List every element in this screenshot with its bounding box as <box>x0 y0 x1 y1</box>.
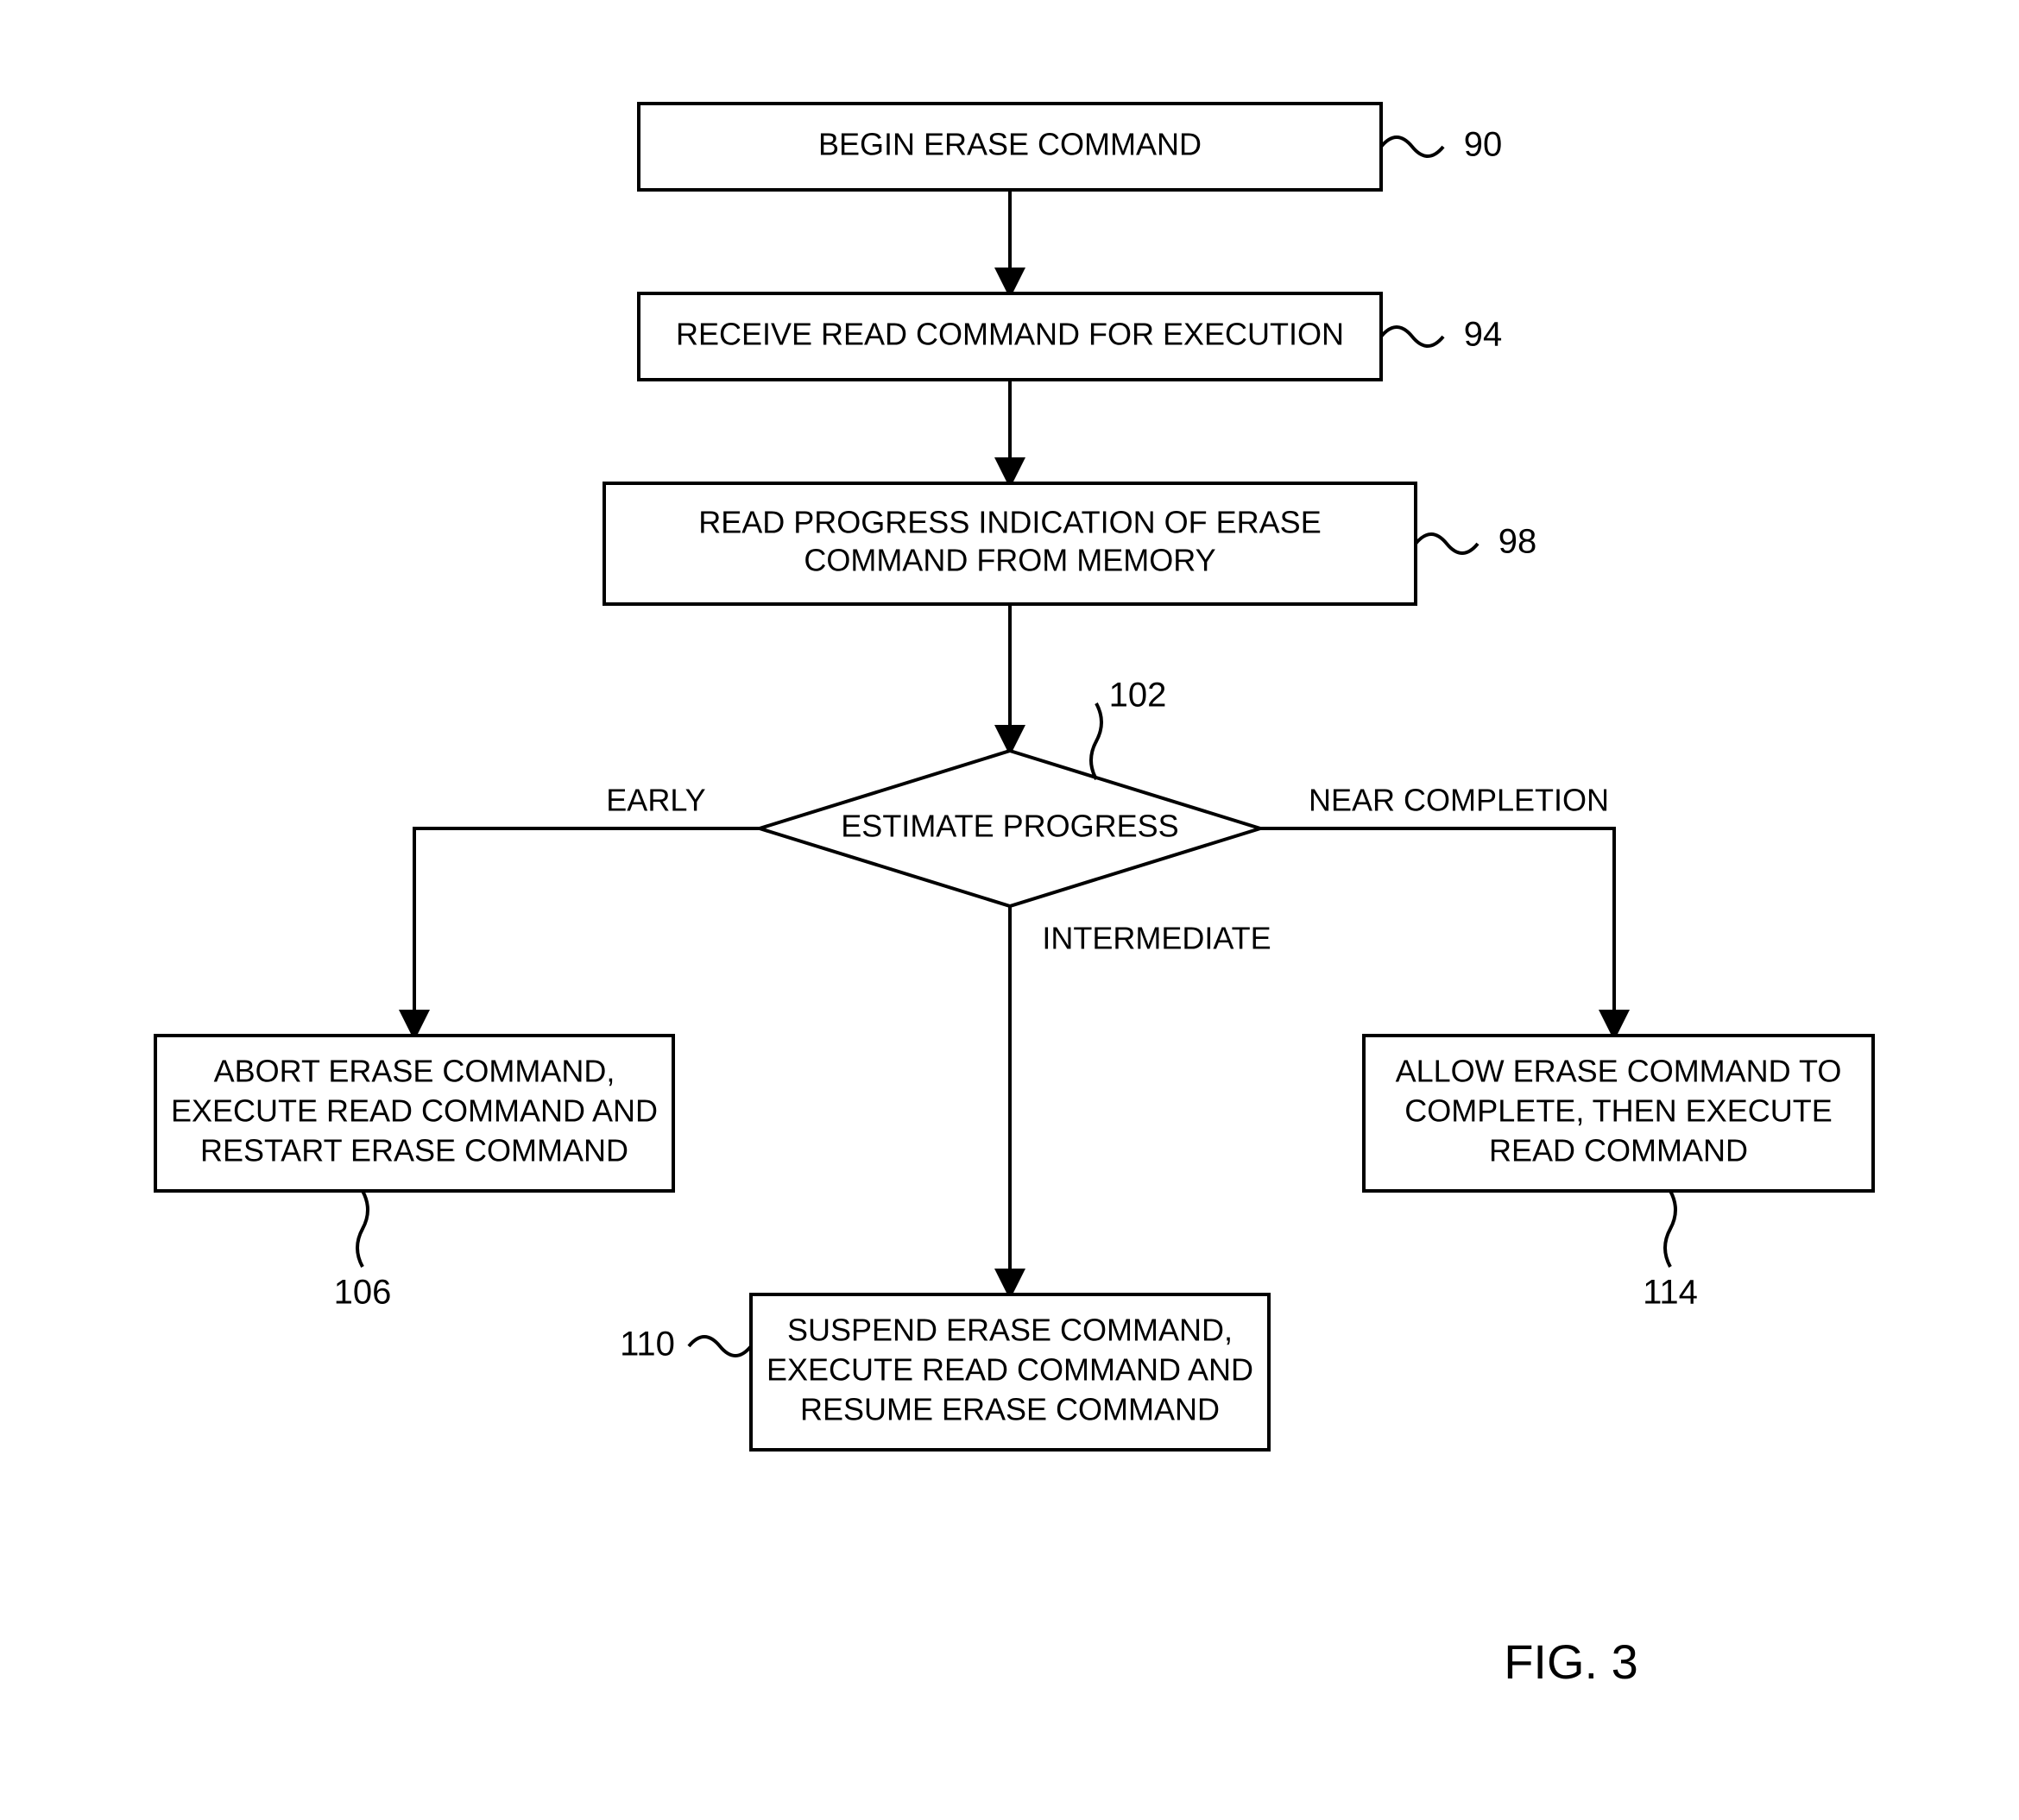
node-estimate-progress-text: ESTIMATE PROGRESS <box>841 809 1178 844</box>
ref-squiggle-94 <box>1381 327 1443 346</box>
node-abort-erase-text-3: RESTART ERASE COMMAND <box>200 1133 628 1168</box>
node-allow-complete: ALLOW ERASE COMMAND TO COMPLETE, THEN EX… <box>1364 1036 1873 1191</box>
ref-squiggle-114 <box>1665 1191 1675 1267</box>
ref-squiggle-106 <box>357 1191 368 1267</box>
node-suspend-erase-text-2: EXECUTE READ COMMAND AND <box>767 1352 1253 1388</box>
node-read-progress-text-2: COMMAND FROM MEMORY <box>804 543 1215 578</box>
label-intermediate: INTERMEDIATE <box>1042 921 1271 956</box>
node-read-progress-text-1: READ PROGRESS INDICATION OF ERASE <box>698 505 1321 540</box>
node-allow-complete-text-3: READ COMMAND <box>1489 1133 1748 1168</box>
ref-squiggle-98 <box>1416 534 1478 553</box>
ref-squiggle-110 <box>689 1337 751 1356</box>
ref-106: 106 <box>334 1274 392 1312</box>
node-begin-erase: BEGIN ERASE COMMAND <box>639 104 1381 190</box>
figure-label: FIG. 3 <box>1504 1634 1638 1689</box>
ref-110: 110 <box>620 1326 675 1363</box>
ref-102: 102 <box>1109 677 1167 715</box>
ref-114: 114 <box>1643 1274 1698 1312</box>
node-abort-erase-text-1: ABORT ERASE COMMAND, <box>214 1054 615 1089</box>
node-estimate-progress: ESTIMATE PROGRESS <box>760 751 1260 906</box>
node-begin-erase-text: BEGIN ERASE COMMAND <box>818 127 1202 162</box>
node-receive-read-text: RECEIVE READ COMMAND FOR EXECUTION <box>676 317 1344 352</box>
node-suspend-erase: SUSPEND ERASE COMMAND, EXECUTE READ COMM… <box>751 1294 1269 1450</box>
node-read-progress: READ PROGRESS INDICATION OF ERASE COMMAN… <box>604 483 1416 604</box>
node-abort-erase: ABORT ERASE COMMAND, EXECUTE READ COMMAN… <box>155 1036 673 1191</box>
node-abort-erase-text-2: EXECUTE READ COMMAND AND <box>171 1093 658 1129</box>
flowchart-diagram: BEGIN ERASE COMMAND 90 RECEIVE READ COMM… <box>0 0 2019 1820</box>
node-suspend-erase-text-1: SUSPEND ERASE COMMAND, <box>787 1313 1233 1348</box>
edge-102-106 <box>414 828 760 1036</box>
label-early: EARLY <box>606 783 705 818</box>
label-near-completion: NEAR COMPLETION <box>1309 783 1609 818</box>
node-allow-complete-text-1: ALLOW ERASE COMMAND TO <box>1396 1054 1842 1089</box>
ref-94: 94 <box>1464 316 1503 354</box>
ref-98: 98 <box>1498 523 1537 561</box>
node-suspend-erase-text-3: RESUME ERASE COMMAND <box>800 1392 1220 1427</box>
node-receive-read: RECEIVE READ COMMAND FOR EXECUTION <box>639 293 1381 380</box>
ref-90: 90 <box>1464 126 1503 164</box>
ref-squiggle-90 <box>1381 137 1443 156</box>
node-allow-complete-text-2: COMPLETE, THEN EXECUTE <box>1404 1093 1832 1129</box>
edge-102-114 <box>1260 828 1614 1036</box>
ref-squiggle-102 <box>1091 703 1101 779</box>
